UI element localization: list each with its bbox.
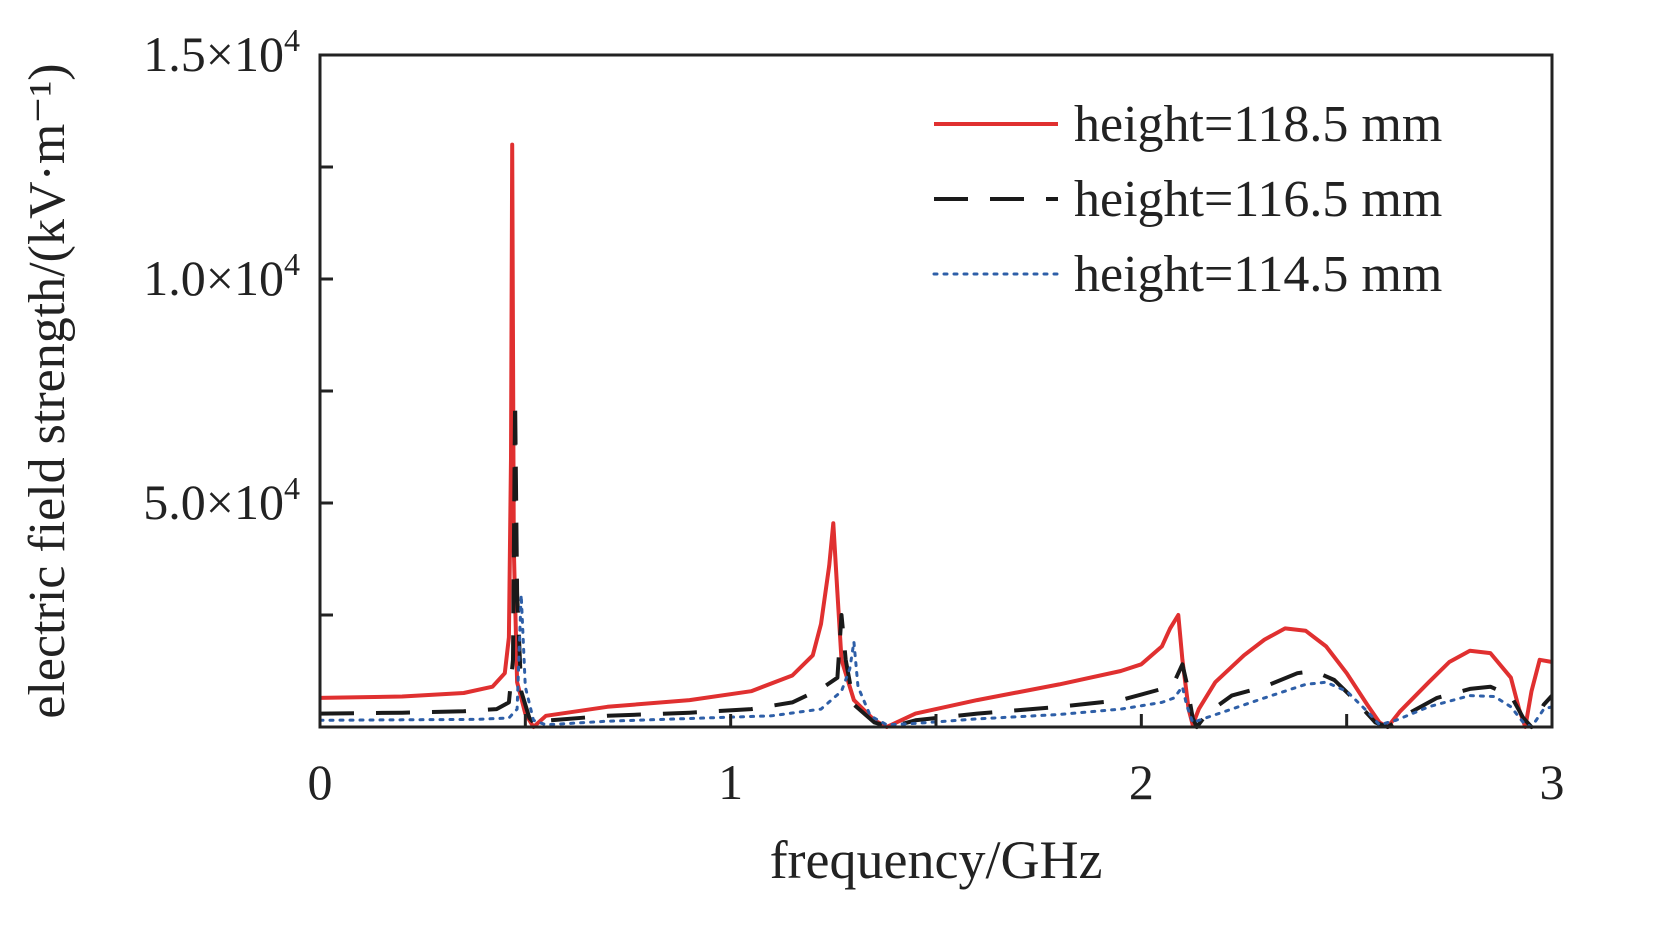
legend-label-3: height=114.5 mm: [1074, 246, 1442, 303]
legend: height=118.5 mm height=116.5 mm height=114…: [932, 96, 1442, 303]
tick-label-layer: 0 1 2 3 5.0×104 1.0×104 1.5×104: [143, 22, 1564, 810]
series-line-1: [319, 142, 1553, 729]
x-axis-label: frequency/GHz: [770, 830, 1103, 890]
x-tick-label: 3: [1540, 754, 1565, 810]
y-tick-label: 5.0×104: [143, 470, 300, 530]
tick-layer: [318, 53, 1554, 729]
y-axis-label: electric field strength/(kV·m⁻¹): [19, 63, 76, 718]
y-tick-label: 1.5×104: [143, 22, 300, 82]
x-tick-label: 2: [1129, 754, 1154, 810]
series-line-3: [318, 593, 1554, 729]
series-layer: [318, 142, 1554, 729]
plot-frame: [318, 53, 1554, 729]
y-tick-label: 1.0×104: [143, 246, 300, 306]
x-tick-label: 1: [718, 754, 743, 810]
legend-label-2: height=116.5 mm: [1074, 171, 1442, 228]
series-line-2: [319, 398, 1554, 729]
legend-label-1: height=118.5 mm: [1074, 96, 1442, 153]
x-tick-label: 0: [308, 754, 333, 810]
